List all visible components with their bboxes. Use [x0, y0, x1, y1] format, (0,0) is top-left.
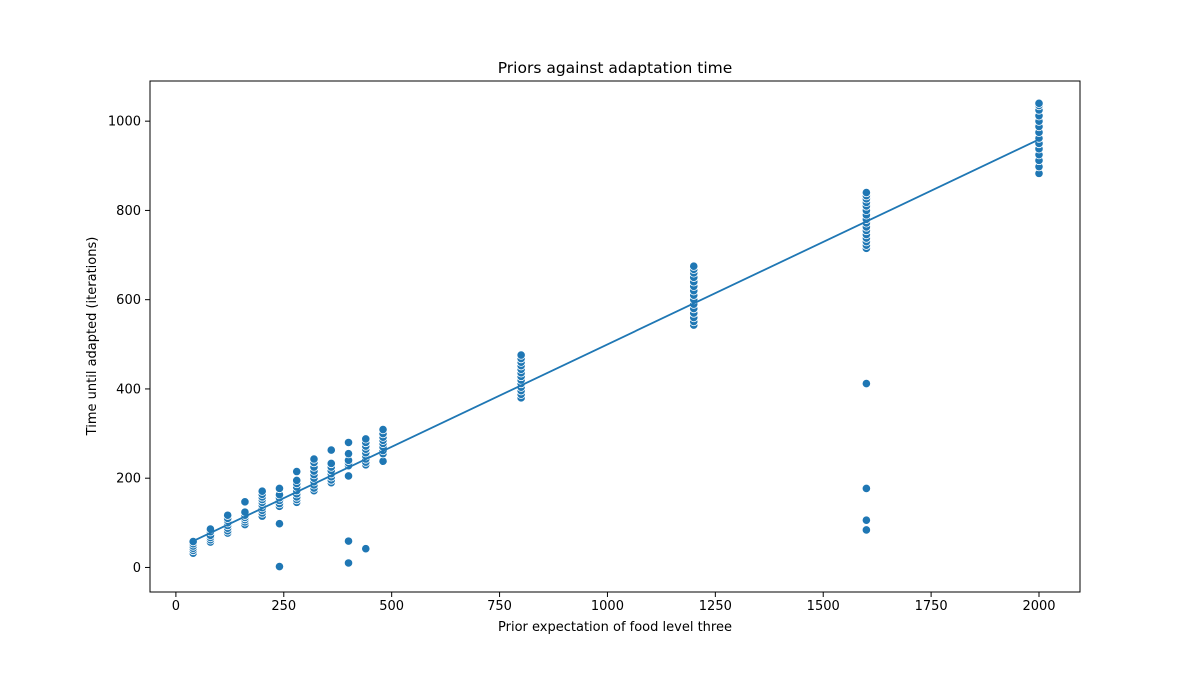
x-axis-label: Prior expectation of food level three: [498, 620, 732, 635]
y-axis-ticks: 0 200 400 600 800 1000: [108, 115, 150, 576]
scatter-point: [861, 515, 871, 525]
x-tick-label: 750: [487, 599, 512, 614]
x-tick-label: 250: [271, 599, 296, 614]
scatter-point: [689, 261, 699, 271]
scatter-point: [361, 544, 371, 554]
x-tick-label: 1500: [807, 599, 840, 614]
scatter-point: [343, 558, 354, 568]
axes-layer: [149, 80, 1081, 593]
scatter-point: [326, 445, 336, 455]
scatter-point: [861, 525, 871, 535]
x-tick-label: 500: [379, 599, 404, 614]
scatter-point: [1034, 98, 1044, 108]
plot-area: [150, 81, 1080, 592]
y-tick-label: 400: [116, 382, 141, 397]
x-axis-ticks: 0 250 500 750 1000 1250 1500 1750 2000: [172, 592, 1056, 614]
scatter-point: [378, 456, 388, 466]
y-tick-label: 800: [116, 204, 141, 219]
x-tick-label: 2000: [1022, 599, 1055, 614]
y-tick-label: 600: [116, 293, 141, 308]
x-tick-label: 1000: [591, 599, 624, 614]
scatter-point: [309, 454, 319, 464]
scatter-point: [378, 424, 388, 435]
scatter-point: [861, 187, 871, 198]
x-tick-label: 1750: [915, 599, 948, 614]
scatter-point: [326, 458, 336, 469]
scatter-point: [292, 466, 302, 477]
scatter-point: [343, 471, 354, 481]
chart-title: Priors against adaptation time: [498, 59, 733, 77]
scatter-point: [361, 434, 371, 444]
scatter-point: [257, 486, 267, 496]
scatter-point: [292, 475, 302, 486]
regression-line: [192, 138, 1040, 542]
scatter-point: [240, 497, 250, 507]
scatter-point: [188, 536, 198, 547]
y-tick-label: 0: [133, 561, 141, 576]
y-axis-label: Time until adapted (iterations): [85, 237, 100, 437]
scatter-point: [343, 536, 354, 546]
scatter-point: [516, 350, 526, 360]
series-layer: [188, 98, 1044, 572]
x-tick-label: 0: [172, 599, 180, 614]
y-tick-label: 200: [116, 472, 141, 487]
x-tick-label: 1250: [699, 599, 732, 614]
y-tick-label: 1000: [108, 115, 141, 130]
scatter-point: [274, 483, 285, 494]
axes-frame: [149, 80, 1081, 593]
scatter-point: [274, 561, 285, 572]
scatter-point: [343, 437, 354, 448]
scatter-point: [861, 483, 871, 494]
scatter-point: [223, 510, 233, 520]
scatter-point: [274, 519, 285, 529]
scatter-point: [343, 449, 354, 459]
scatter-point: [861, 378, 871, 389]
